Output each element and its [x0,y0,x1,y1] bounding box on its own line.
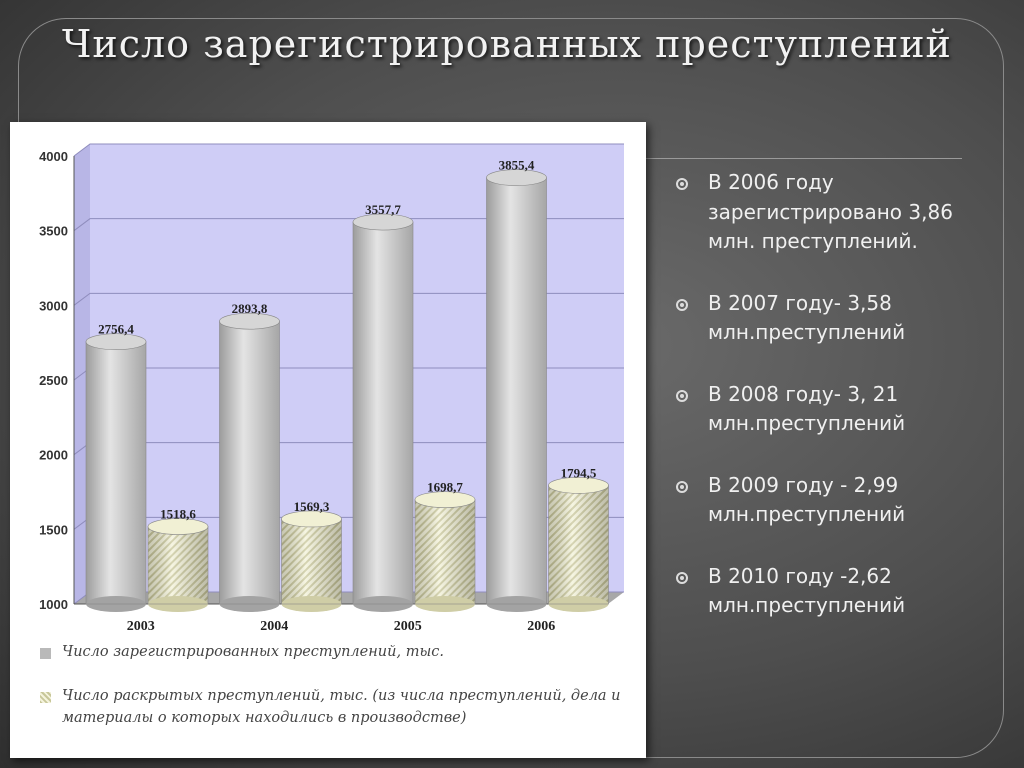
bar-chart: 1000 1500 2000 2500 3000 3500 4000 2756,4 1518,… [39,143,624,634]
x-tick-label: 2003 [127,619,155,634]
bullet-item: В 2007 году- 3,58 млн.преступлений [676,289,996,348]
bullet-circle-icon [676,480,688,493]
bar-value-label: 2893,8 [232,301,268,316]
x-tick-label: 2004 [260,619,288,634]
y-tick-label: 1500 [39,522,68,537]
bar-registered [352,213,414,612]
bar-value-label: 2756,4 [98,322,134,337]
bar-solved [414,491,476,612]
legend-swatch-gray [40,648,51,659]
bar-registered [486,169,547,612]
bar-solved [548,477,609,612]
slide-title: Число зарегистрированных преступлений [62,22,952,66]
bar-registered [85,333,147,612]
bullet-item: В 2009 году - 2,99 млн.преступлений [676,471,996,530]
gridline [73,292,624,306]
bullet-text: В 2008 году- 3, 21 млн.преступлений [708,381,906,436]
bar-value-label: 3557,7 [365,202,401,217]
bullet-text: В 2006 году зарегистрировано 3,86 млн. п… [708,170,953,253]
bullet-item: В 2006 году зарегистрировано 3,86 млн. п… [676,168,996,257]
y-tick-label: 2000 [39,448,68,463]
bullet-item: В 2010 году -2,62 млн.преступлений [676,562,996,621]
legend-label-solved: Число раскрытых преступлений, тыс. (из ч… [62,688,621,726]
bar-value-label: 1518,6 [160,507,196,522]
y-tick-label: 3500 [39,224,68,239]
y-tick-label: 1000 [39,597,68,612]
x-tick-label: 2005 [394,619,422,634]
bullet-circle-icon [676,389,688,402]
bullet-text: В 2010 году -2,62 млн.преступлений [708,563,906,618]
bar-value-label: 1794,5 [561,465,597,480]
bar-solved [281,510,342,612]
bar-value-label: 1698,7 [427,480,463,495]
bullet-item: В 2008 году- 3, 21 млн.преступлений [676,380,996,439]
bar-solved [147,518,209,612]
bullet-circle-icon [676,178,688,190]
y-tick-label: 3000 [39,298,68,313]
bar-value-label: 1569,3 [294,499,330,514]
bullet-text: В 2009 году - 2,99 млн.преступлений [708,472,906,527]
bullet-circle-icon [676,571,688,584]
gridline [73,143,624,157]
y-tick-label: 2500 [39,373,68,388]
y-tick-label: 4000 [39,149,68,164]
bullet-list: В 2006 году зарегистрировано 3,86 млн. п… [676,168,996,653]
legend-label-registered: Число зарегистрированных преступлений, т… [62,644,444,660]
gridline [73,218,624,232]
legend-swatch-hatched [40,692,51,703]
bullet-circle-icon [676,298,688,311]
bullet-text: В 2007 году- 3,58 млн.преступлений [708,290,906,345]
legend-item-registered: Число зарегистрированных преступлений, т… [40,641,630,663]
chart-panel: 1000 1500 2000 2500 3000 3500 4000 2756,4 1518,… [10,122,646,758]
bar-value-label: 3855,4 [499,158,535,173]
x-tick-label: 2006 [527,619,555,634]
title-rule [645,158,962,159]
bar-registered [219,312,280,612]
legend-item-solved: Число раскрытых преступлений, тыс. (из ч… [40,685,630,729]
